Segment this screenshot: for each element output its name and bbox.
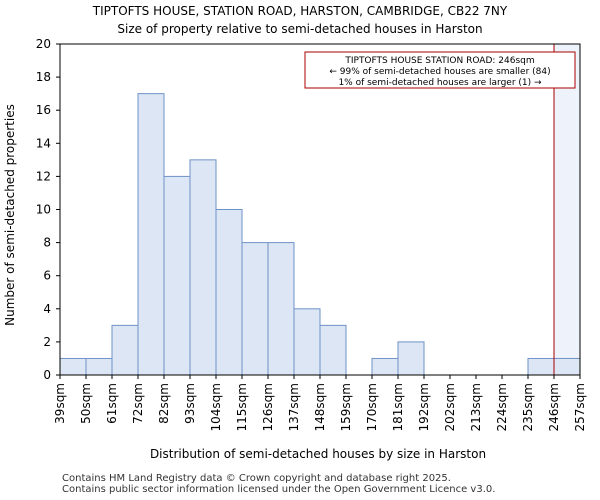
x-tick-label: 115sqm: [235, 383, 249, 431]
x-tick-label: 61sqm: [105, 383, 119, 424]
histogram-bar: [553, 357, 581, 376]
histogram-bar: [59, 357, 87, 376]
y-tick-label: 6: [43, 269, 51, 283]
y-axis-label: Number of semi-detached properties: [3, 104, 17, 326]
annotation-line: TIPTOFTS HOUSE STATION ROAD: 246sqm: [344, 56, 534, 66]
histogram-bar: [137, 93, 165, 376]
x-tick-label: 126sqm: [261, 383, 275, 431]
x-tick-label: 224sqm: [495, 383, 509, 431]
histogram-bar: [293, 308, 321, 376]
y-tick-label: 18: [36, 70, 51, 84]
annotation-line: 1% of semi-detached houses are larger (1…: [338, 78, 542, 88]
y-tick-label: 12: [36, 169, 51, 183]
x-tick-label: 159sqm: [339, 383, 353, 431]
histogram-bar: [319, 324, 347, 376]
x-tick-label: 148sqm: [313, 383, 327, 431]
histogram-bar: [241, 242, 269, 376]
x-tick-label: 72sqm: [131, 383, 145, 424]
footer-licence: Contains public sector information licen…: [62, 484, 496, 495]
y-tick-label: 2: [43, 335, 51, 349]
histogram-bar: [189, 159, 217, 376]
x-tick-label: 39sqm: [53, 383, 67, 424]
x-tick-label: 192sqm: [417, 383, 431, 431]
x-tick-label: 246sqm: [547, 383, 561, 431]
chart-subtitle: Size of property relative to semi-detach…: [117, 22, 483, 36]
histogram-bar: [371, 357, 399, 376]
x-tick-label: 82sqm: [157, 383, 171, 424]
y-tick-label: 0: [43, 368, 51, 382]
chart-title: TIPTOFTS HOUSE, STATION ROAD, HARSTON, C…: [92, 4, 508, 18]
property-highlight-region: [554, 44, 580, 375]
histogram-bar: [527, 357, 555, 376]
x-tick-label: 257sqm: [573, 383, 587, 431]
histogram-bar: [267, 242, 295, 376]
footer-copyright: Contains HM Land Registry data © Crown c…: [62, 473, 451, 484]
y-tick-label: 10: [36, 203, 51, 217]
x-tick-label: 213sqm: [469, 383, 483, 431]
histogram-bar: [215, 209, 243, 376]
annotation-line: ← 99% of semi-detached houses are smalle…: [329, 67, 550, 77]
y-tick-label: 20: [36, 37, 51, 51]
x-tick-label: 137sqm: [287, 383, 301, 431]
y-tick-label: 4: [43, 302, 51, 316]
y-tick-label: 14: [36, 136, 51, 150]
x-tick-label: 50sqm: [79, 383, 93, 424]
x-tick-label: 181sqm: [391, 383, 405, 431]
y-tick-label: 16: [36, 103, 51, 117]
annotation-box: [304, 51, 576, 89]
x-tick-label: 104sqm: [209, 383, 223, 431]
x-tick-label: 235sqm: [521, 383, 535, 431]
histogram-bar: [163, 175, 191, 376]
histogram-bar: [85, 357, 113, 376]
histogram-bar: [397, 341, 425, 376]
x-tick-label: 170sqm: [365, 383, 379, 431]
y-tick-label: 8: [43, 236, 51, 250]
x-tick-label: 93sqm: [183, 383, 197, 424]
histogram-bar: [111, 324, 139, 376]
x-axis-label: Distribution of semi-detached houses by …: [150, 447, 486, 461]
x-tick-label: 202sqm: [443, 383, 457, 431]
